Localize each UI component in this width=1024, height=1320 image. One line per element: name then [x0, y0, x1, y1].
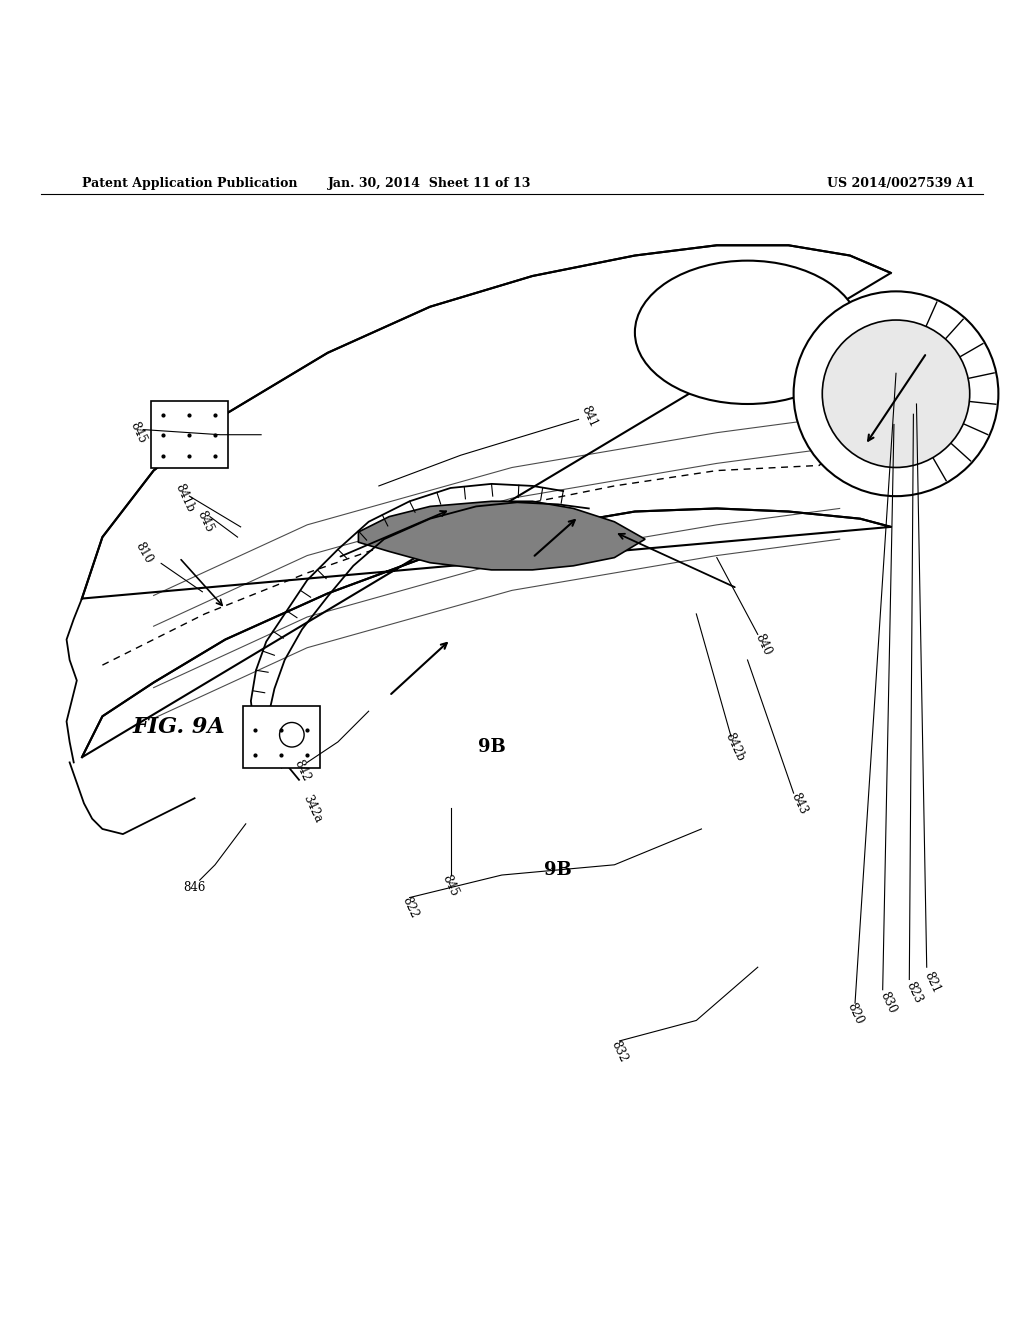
Text: 830: 830	[878, 990, 898, 1016]
Text: US 2014/0027539 A1: US 2014/0027539 A1	[827, 177, 975, 190]
Text: 846: 846	[183, 880, 206, 894]
Text: 840: 840	[753, 632, 773, 657]
Text: Jan. 30, 2014  Sheet 11 of 13: Jan. 30, 2014 Sheet 11 of 13	[329, 177, 531, 190]
FancyBboxPatch shape	[244, 706, 319, 767]
Text: 845: 845	[440, 873, 461, 898]
Text: 845: 845	[195, 510, 215, 535]
Ellipse shape	[635, 260, 860, 404]
Text: FIG. 9A: FIG. 9A	[133, 715, 225, 738]
Text: 9B: 9B	[477, 738, 506, 756]
Text: 832: 832	[609, 1039, 630, 1064]
Text: 841: 841	[579, 404, 599, 429]
Text: 820: 820	[845, 1001, 865, 1026]
Circle shape	[794, 292, 998, 496]
Polygon shape	[82, 246, 891, 758]
Text: 823: 823	[904, 979, 925, 1006]
Text: Patent Application Publication: Patent Application Publication	[82, 177, 297, 190]
Text: 842: 842	[292, 758, 312, 784]
Text: 845: 845	[128, 420, 148, 446]
Text: 843: 843	[788, 791, 809, 816]
Polygon shape	[358, 502, 645, 570]
Text: 841b: 841b	[172, 482, 197, 515]
Text: 822: 822	[399, 895, 420, 920]
Text: 810: 810	[132, 540, 155, 565]
Text: 821: 821	[922, 970, 942, 995]
Circle shape	[822, 319, 970, 467]
Text: 842b: 842b	[723, 731, 748, 763]
Text: 342a: 342a	[300, 792, 325, 825]
Text: 9B: 9B	[544, 861, 572, 879]
FancyBboxPatch shape	[152, 401, 227, 469]
